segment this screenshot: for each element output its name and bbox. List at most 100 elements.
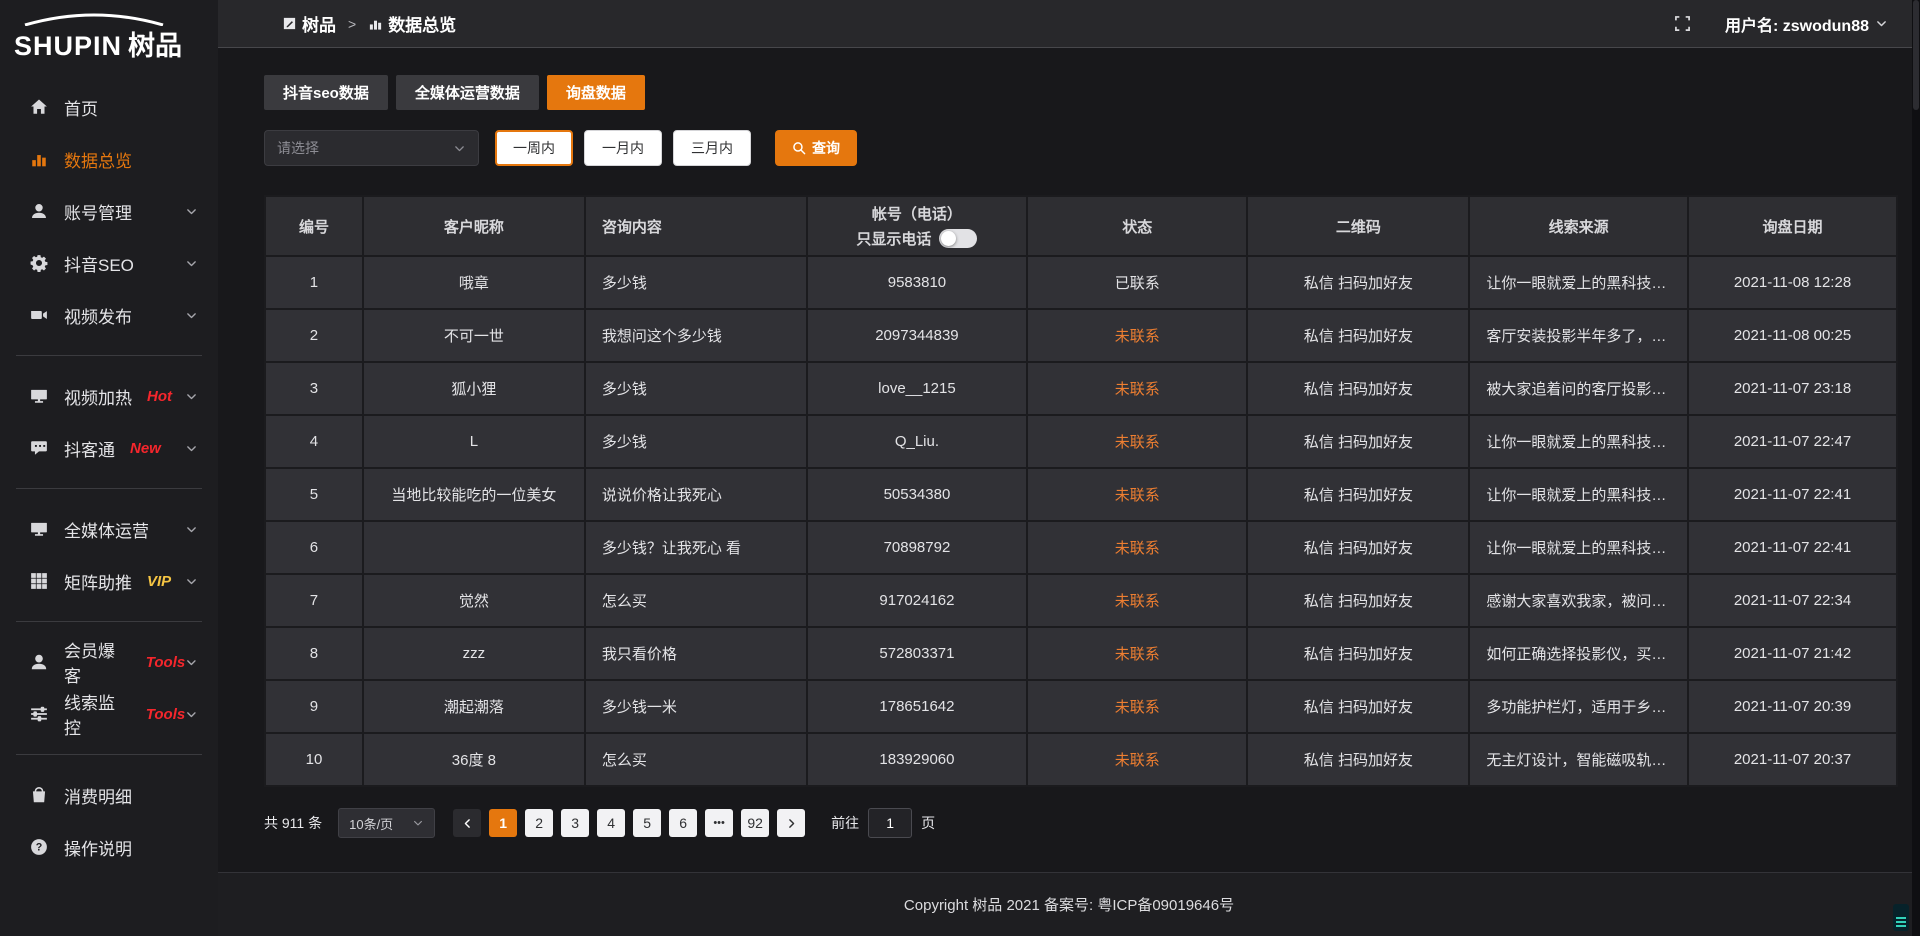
sidebar-item-douketong[interactable]: 抖客通 New [0,422,218,474]
page-button-5[interactable]: 5 [633,809,662,837]
tab-media-operation-data[interactable]: 全媒体运营数据 [395,75,539,110]
cell-account: 70898792 [805,520,1029,575]
column-qrcode: 二维码 [1246,195,1471,257]
page-scrollbar[interactable] [1912,0,1920,936]
topbar: 树品 > 数据总览 用户名: zswodun88 [218,0,1920,48]
cell-source-link[interactable]: 如何正确选择投影仪，买投影... [1468,626,1690,681]
column-account: 帐号（电话） 只显示电话 [805,195,1029,257]
column-id: 编号 [264,195,364,257]
sidebar-item-account-management[interactable]: 账号管理 [0,185,218,237]
cell-account: 9583810 [805,255,1029,310]
cell-qrcode-link[interactable]: 私信 扫码加好友 [1246,467,1471,522]
nav-badge: New [130,439,161,457]
chevron-down-icon [185,523,198,536]
cell-source-link[interactable]: 让你一眼就爱上的黑科技，能... [1468,467,1690,522]
page-button-current[interactable]: 1 [489,809,518,837]
sidebar-item-member-burst[interactable]: 会员爆客 Tools [0,636,218,688]
cell-nickname: 36度 8 [361,732,586,787]
sidebar-item-expense-detail[interactable]: 消费明细 [0,769,218,821]
cell-id: 9 [264,679,364,734]
sidebar-item-label: 抖音SEO [64,255,134,275]
page-ellipsis-button[interactable]: ••• [705,809,734,837]
cell-source-link[interactable]: 被大家追着问的客厅投影分享... [1468,361,1690,416]
tab-inquiry-data[interactable]: 询盘数据 [546,75,645,110]
cell-nickname: 哦章 [361,255,586,310]
cell-content: 多少钱一米 [583,679,808,734]
cell-date: 2021-11-07 22:41 [1687,520,1898,575]
logo-text-en: SHUPIN [14,31,123,61]
cell-content: 说说价格让我死心 [583,467,808,522]
cell-content: 多少钱？让我死心 看 [583,520,808,575]
sidebar-item-home[interactable]: 首页 [0,81,218,133]
sidebar-item-video-heat[interactable]: 视频加热 Hot [0,370,218,422]
cell-source-link[interactable]: 感谢大家喜欢我家，被问了好... [1468,573,1690,628]
logo-arc-icon [24,13,164,26]
cell-qrcode-link[interactable]: 私信 扫码加好友 [1246,679,1471,734]
inquiry-table: 编号 客户昵称 咨询内容 帐号（电话） 只显示电话 状态 二维码 线索来源 [264,195,1898,787]
prev-page-button[interactable] [453,809,482,837]
question-circle-icon: ? [30,838,48,856]
sidebar-item-media-operation[interactable]: 全媒体运营 [0,503,218,555]
cell-qrcode-link[interactable]: 私信 扫码加好友 [1246,732,1471,787]
breadcrumb-root[interactable]: 树品 [302,16,336,35]
chevron-down-icon [185,442,198,455]
cell-source-link[interactable]: 让你一眼就爱上的黑科技，能... [1468,520,1690,575]
page-button-4[interactable]: 4 [597,809,626,837]
grid-icon [30,572,48,590]
user-icon [30,202,48,220]
page-button-3[interactable]: 3 [561,809,590,837]
scrollbar-thumb[interactable] [1913,0,1919,110]
content: 抖音seo数据 全媒体运营数据 询盘数据 请选择 一周内 一月内 三月内 查询 [218,48,1920,838]
cell-content: 多少钱 [583,361,808,416]
cell-id: 6 [264,520,364,575]
goto-page-input[interactable] [868,808,913,838]
page-button-6[interactable]: 6 [669,809,698,837]
chevron-down-icon [185,309,198,322]
sidebar-item-lead-monitor[interactable]: 线索监控 Tools [0,688,218,740]
sidebar-item-matrix-boost[interactable]: 矩阵助推 VIP [0,555,218,607]
sidebar-item-data-overview[interactable]: 数据总览 [0,133,218,185]
filter-select[interactable]: 请选择 [264,130,479,166]
page-size-select[interactable]: 10条/页 [338,808,436,838]
cell-qrcode-link[interactable]: 私信 扫码加好友 [1246,414,1471,469]
sidebar-divider [16,488,202,489]
chevron-down-icon [185,257,198,270]
cell-date: 2021-11-07 20:39 [1687,679,1898,734]
page-button-92[interactable]: 92 [741,809,770,837]
chevron-down-icon [185,575,198,588]
range-one-week-button[interactable]: 一周内 [495,130,573,166]
next-page-button[interactable] [777,809,806,837]
cell-qrcode-link[interactable]: 私信 扫码加好友 [1246,255,1471,310]
sidebar-item-douyin-seo[interactable]: 抖音SEO [0,237,218,289]
cell-qrcode-link[interactable]: 私信 扫码加好友 [1246,626,1471,681]
cell-qrcode-link[interactable]: 私信 扫码加好友 [1246,308,1471,363]
range-one-month-button[interactable]: 一月内 [584,130,662,166]
video-camera-icon [30,306,48,324]
cell-qrcode-link[interactable]: 私信 扫码加好友 [1246,520,1471,575]
cell-qrcode-link[interactable]: 私信 扫码加好友 [1246,361,1471,416]
breadcrumb-separator: > [348,15,357,32]
query-button[interactable]: 查询 [775,130,857,166]
fullscreen-icon[interactable] [1674,15,1691,32]
sidebar-item-video-publish[interactable]: 视频发布 [0,289,218,341]
sidebar-item-operation-guide[interactable]: ? 操作说明 [0,821,218,873]
filter-select-placeholder: 请选择 [277,140,319,156]
username-menu[interactable]: 用户名: zswodun88 [1725,12,1888,36]
page-button-2[interactable]: 2 [525,809,554,837]
range-three-month-button[interactable]: 三月内 [673,130,751,166]
table-row: 4 L 多少钱 Q_Liu. 未联系 私信 扫码加好友 让你一眼就爱上的黑科技，… [264,414,1898,469]
cell-status: 未联系 [1026,732,1249,787]
tab-douyin-seo-data[interactable]: 抖音seo数据 [264,75,388,110]
cell-source-link[interactable]: 多功能护栏灯，适用于乡村文... [1468,679,1690,734]
phone-only-toggle[interactable] [939,229,978,248]
cell-source-link[interactable]: 让你一眼就爱上的黑科技，能... [1468,255,1690,310]
cell-nickname: 潮起潮落 [361,679,586,734]
sidebar-item-label: 消费明细 [64,787,132,807]
table-row: 7 觉然 怎么买 917024162 未联系 私信 扫码加好友 感谢大家喜欢我家… [264,573,1898,628]
cell-qrcode-link[interactable]: 私信 扫码加好友 [1246,573,1471,628]
cell-source-link[interactable]: 客厅安装投影半年多了，真实... [1468,308,1690,363]
cell-source-link[interactable]: 让你一眼就爱上的黑科技，能... [1468,414,1690,469]
cell-source-link[interactable]: 无主灯设计，智能磁吸轨道灯... [1468,732,1690,787]
cell-id: 4 [264,414,364,469]
table-header-row: 编号 客户昵称 咨询内容 帐号（电话） 只显示电话 状态 二维码 线索来源 [264,195,1898,257]
